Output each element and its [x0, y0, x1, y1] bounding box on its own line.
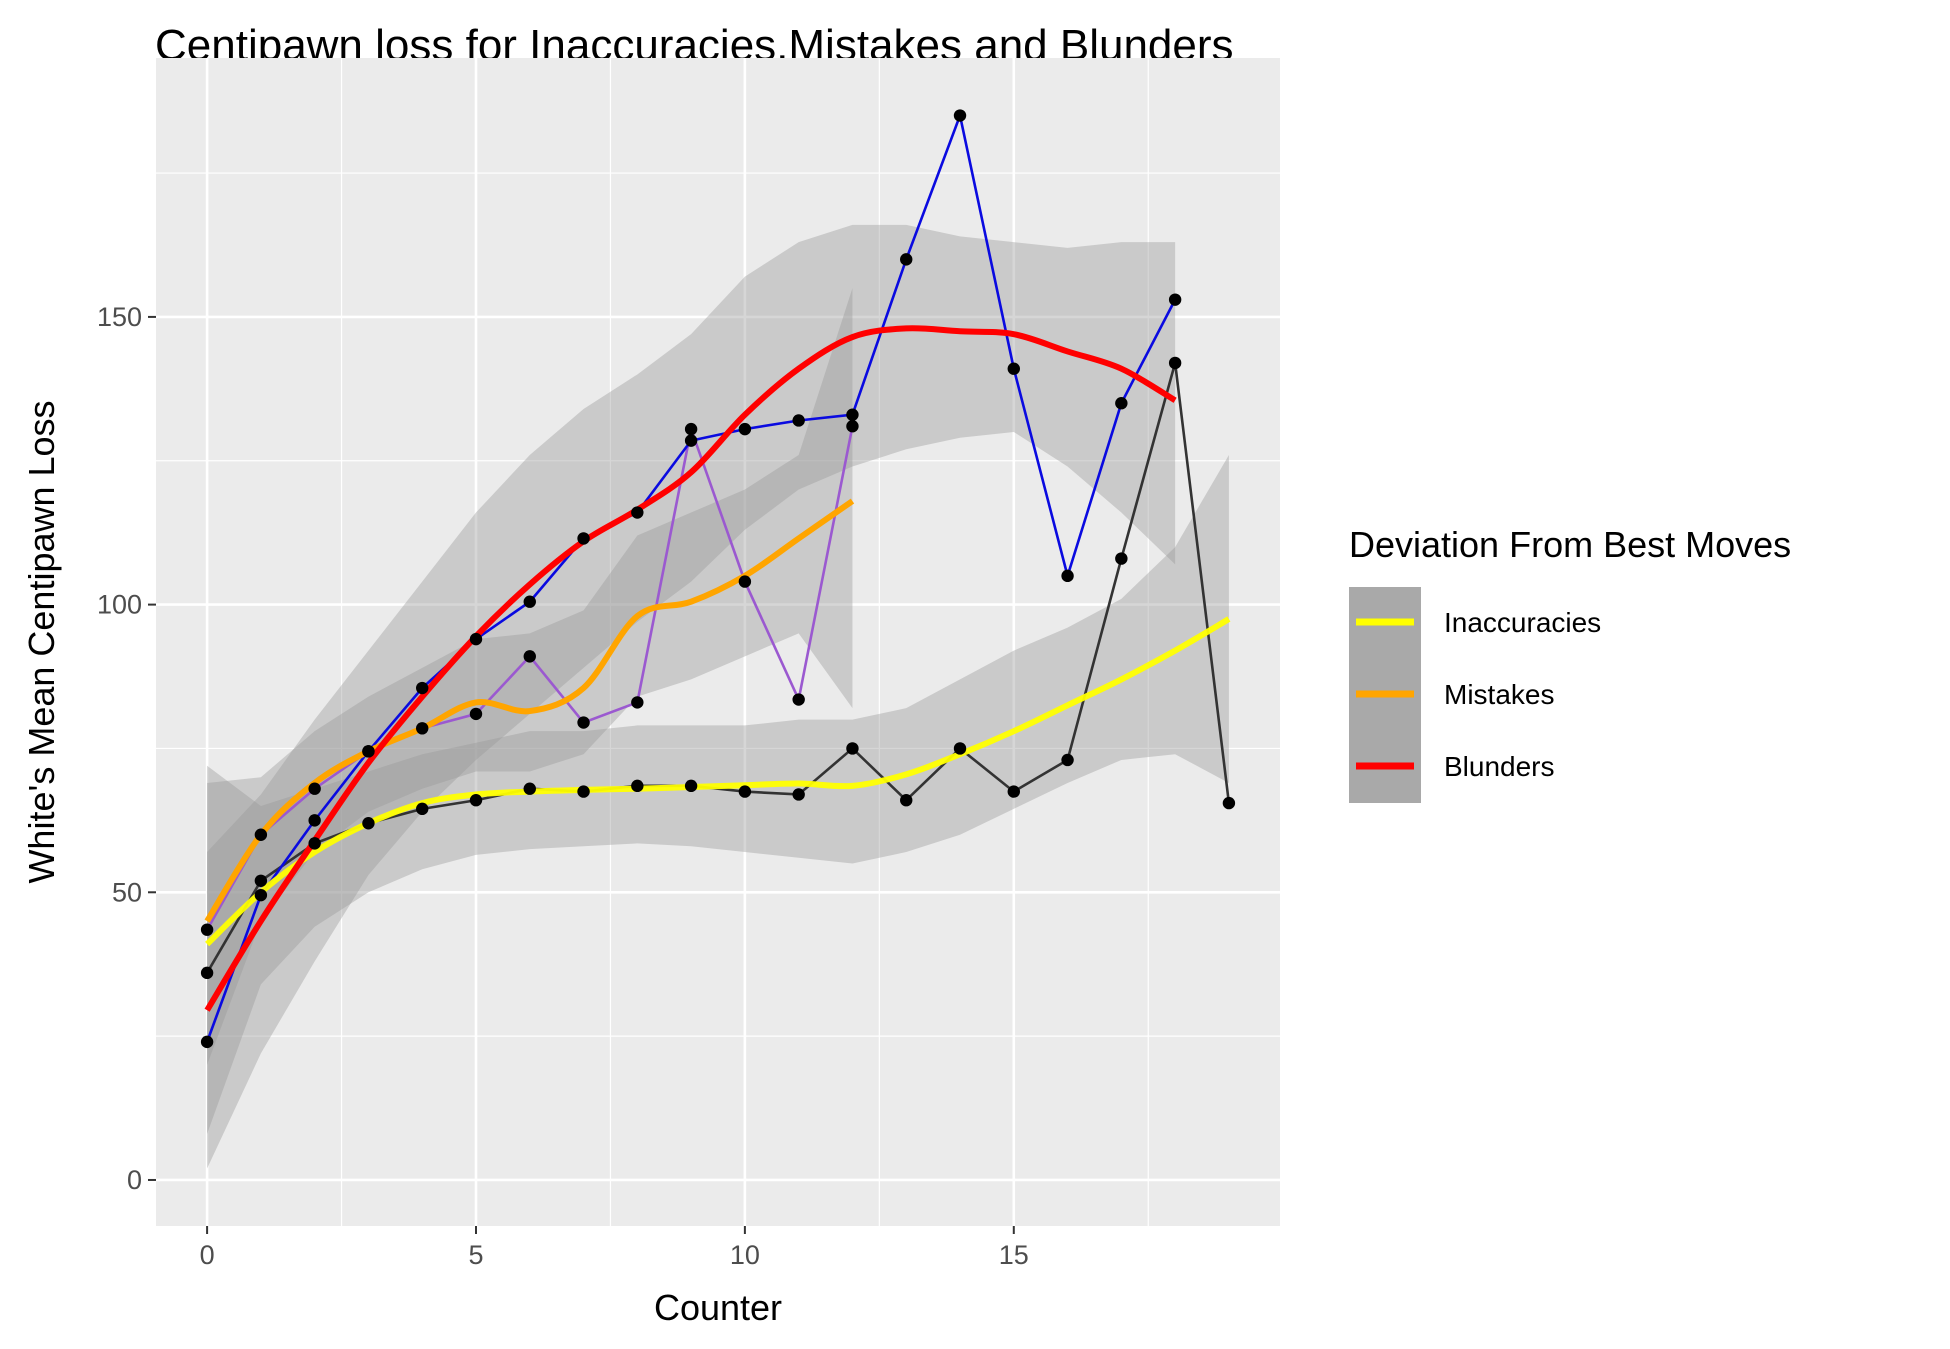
data-point-inaccuracies	[846, 742, 859, 755]
data-point-blunders	[738, 422, 752, 436]
x-tick-label: 10	[730, 1240, 760, 1270]
data-point-inaccuracies	[953, 742, 967, 755]
data-point-blunders	[900, 253, 913, 266]
data-point-mistakes	[792, 693, 805, 706]
legend-title: Deviation From Best Moves	[1349, 524, 1791, 565]
data-points	[200, 109, 1236, 1049]
confidence-bands	[207, 224, 1229, 1169]
plot-panel	[156, 58, 1280, 1226]
data-point-blunders	[631, 506, 644, 519]
data-point-mistakes	[684, 422, 698, 436]
data-point-blunders	[254, 888, 268, 902]
x-tick-label: 5	[468, 1240, 483, 1270]
data-point-blunders	[1007, 362, 1020, 375]
data-point-inaccuracies	[1168, 356, 1182, 370]
data-point-inaccuracies	[900, 794, 913, 807]
data-point-blunders	[846, 408, 859, 421]
legend-label-mistakes: Mistakes	[1444, 679, 1554, 710]
data-point-mistakes	[846, 420, 859, 433]
confidence-band-inaccuracies	[207, 455, 1229, 1134]
data-point-inaccuracies	[523, 782, 536, 795]
data-point-inaccuracies	[416, 802, 429, 816]
data-point-inaccuracies	[1007, 785, 1020, 798]
data-point-inaccuracies	[577, 785, 590, 798]
data-point-inaccuracies	[1061, 753, 1074, 767]
data-point-inaccuracies	[308, 837, 321, 850]
x-axis-title: Counter	[654, 1287, 782, 1328]
data-point-mistakes	[308, 782, 321, 795]
y-tick-label: 50	[112, 877, 142, 907]
data-point-inaccuracies	[1222, 796, 1236, 810]
data-point-mistakes	[631, 696, 644, 709]
grid-lines	[156, 58, 1280, 1226]
data-point-inaccuracies	[200, 966, 214, 980]
data-point-inaccuracies	[684, 779, 698, 793]
data-point-blunders	[684, 434, 698, 447]
x-tick-label: 0	[200, 1240, 215, 1270]
data-point-inaccuracies	[469, 794, 483, 807]
data-point-blunders	[792, 414, 805, 427]
data-point-mistakes	[469, 707, 483, 721]
y-tick-label: 0	[127, 1165, 142, 1195]
y-tick-label: 150	[97, 302, 142, 332]
confidence-band-mistakes	[207, 288, 853, 1065]
data-point-mistakes	[523, 650, 536, 663]
data-point-mistakes	[577, 716, 590, 729]
data-point-inaccuracies	[738, 785, 752, 798]
data-point-mistakes	[738, 575, 752, 588]
data-point-blunders	[200, 1035, 214, 1049]
data-point-blunders	[1115, 397, 1128, 410]
data-point-blunders	[308, 814, 321, 827]
smooth-line-blunders	[204, 325, 1177, 1012]
data-point-inaccuracies	[254, 874, 268, 887]
data-point-inaccuracies	[792, 788, 805, 801]
data-point-inaccuracies	[631, 779, 644, 793]
data-point-mistakes	[416, 722, 429, 735]
data-point-blunders	[953, 109, 967, 122]
data-point-blunders	[1168, 293, 1182, 306]
data-point-blunders	[362, 745, 375, 758]
legend-label-inaccuracies: Inaccuracies	[1444, 607, 1601, 638]
data-point-mistakes	[254, 828, 268, 841]
data-point-blunders	[577, 532, 590, 545]
y-tick-label: 100	[97, 590, 142, 620]
data-point-blunders	[523, 595, 536, 608]
confidence-band-blunders	[207, 224, 1176, 1169]
legend: Deviation From Best Moves Inaccuracies M…	[1349, 524, 1791, 803]
data-point-inaccuracies	[1115, 552, 1128, 565]
data-point-blunders	[416, 681, 429, 695]
data-point-mistakes	[200, 923, 214, 936]
data-point-blunders	[1061, 569, 1074, 583]
data-point-inaccuracies	[362, 817, 375, 830]
legend-label-blunders: Blunders	[1444, 751, 1555, 782]
y-axis-title: White's Mean Centipawn Loss	[21, 400, 62, 883]
x-tick-label: 15	[999, 1240, 1029, 1270]
data-point-blunders	[469, 632, 483, 646]
